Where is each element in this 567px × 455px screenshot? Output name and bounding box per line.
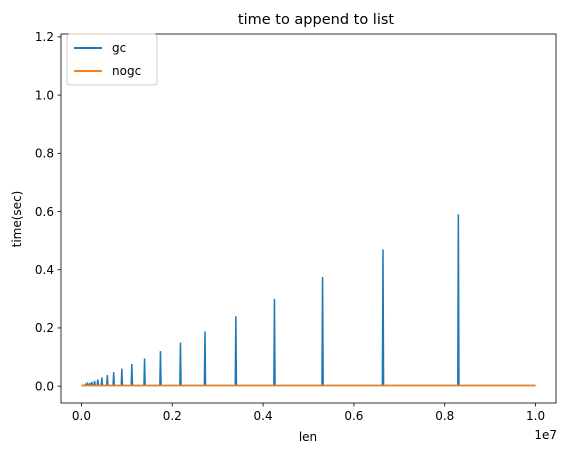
y-tick-label: 0.8 — [35, 147, 54, 161]
y-tick-label: 0.6 — [35, 205, 54, 219]
y-tick-label: 0.0 — [35, 379, 54, 393]
x-axis-label: len — [299, 430, 317, 444]
chart-title: time to append to list — [238, 12, 395, 28]
y-tick-label: 1.0 — [35, 88, 54, 102]
y-axis-ticks: 0.0 0.2 0.4 0.6 0.8 1.0 1.2 — [35, 30, 61, 393]
series-layer — [81, 214, 536, 387]
x-tick-label: 0.2 — [163, 409, 182, 423]
y-tick-label: 0.2 — [35, 321, 54, 335]
legend-box — [66, 33, 158, 86]
y-axis-label: time(sec) — [10, 191, 24, 248]
x-tick-label: 0.8 — [435, 409, 454, 423]
x-tick-label: 0.4 — [254, 409, 273, 423]
x-tick-label: 0.0 — [72, 409, 91, 423]
plot-area — [61, 34, 556, 403]
x-tick-label: 1.0 — [526, 409, 545, 423]
legend: gc nogc — [66, 33, 158, 86]
x-axis-offset-label: 1e7 — [534, 428, 557, 442]
legend-label-gc: gc — [112, 41, 126, 55]
y-tick-label: 0.4 — [35, 263, 54, 277]
legend-label-nogc: nogc — [112, 64, 141, 78]
x-tick-label: 0.6 — [344, 409, 363, 423]
x-axis-ticks: 0.0 0.2 0.4 0.6 0.8 1.0 — [72, 403, 545, 423]
y-tick-label: 1.2 — [35, 30, 54, 44]
axes-frame — [60, 33, 557, 404]
